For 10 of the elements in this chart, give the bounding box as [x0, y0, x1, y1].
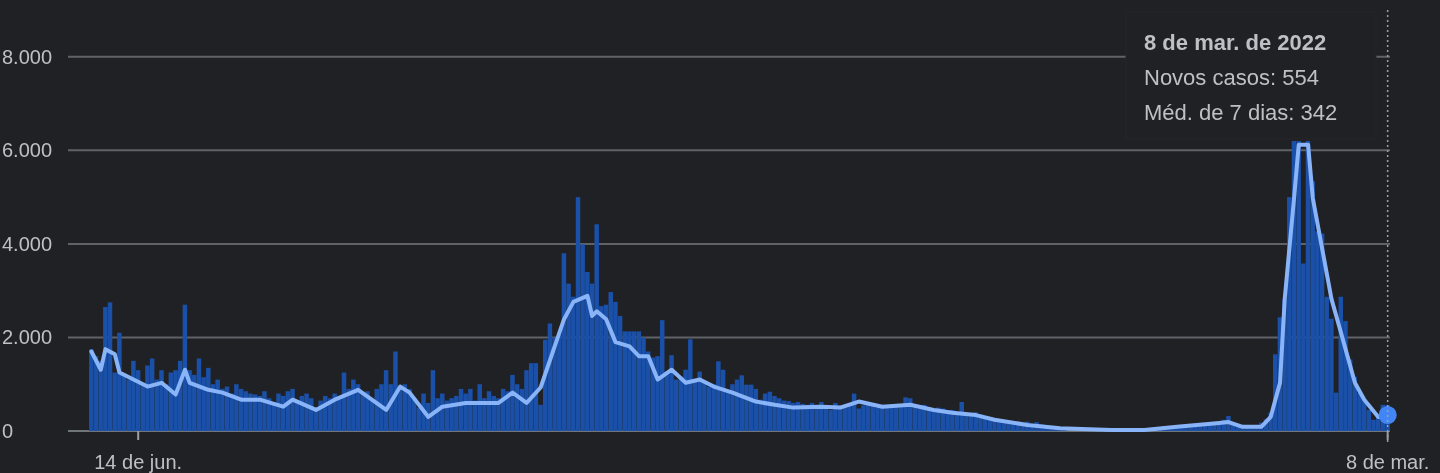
annotation: 8 de mar. de 2022	[1144, 30, 1327, 55]
annotation: Méd. de 7 dias: 342	[1144, 100, 1338, 125]
annotation: Novos casos: 554	[1144, 65, 1319, 90]
y-tick-label: 0	[2, 420, 14, 442]
y-tick-label: 4.000	[2, 232, 53, 255]
x-tick-label: 8 de mar.	[1345, 451, 1430, 473]
y-tick-label: 8.000	[2, 45, 53, 68]
y-tick-label: 2.000	[2, 326, 53, 349]
y-tick-label: 6.000	[2, 139, 53, 162]
x-tick-label: 14 de jun.	[94, 451, 183, 473]
